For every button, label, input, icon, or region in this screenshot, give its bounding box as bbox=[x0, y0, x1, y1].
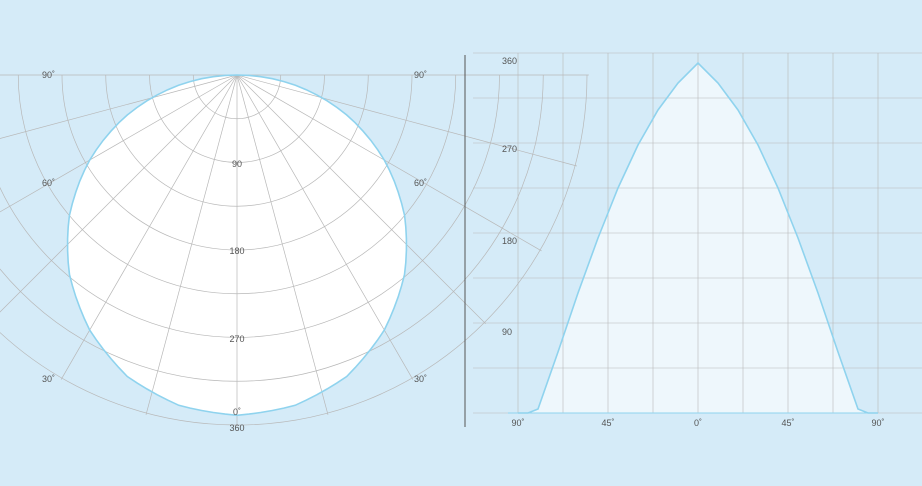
x-tick-label-0: 0˚ bbox=[694, 418, 702, 428]
polar-grid-spoke--30 bbox=[60, 74, 238, 380]
polar-grid-spoke-60 bbox=[236, 74, 542, 252]
x-tick-label-left-90: 90˚ bbox=[511, 418, 524, 428]
angle-label-left-60: 60˚ bbox=[42, 178, 55, 188]
y-tick-label-270: 270 bbox=[502, 144, 517, 154]
polar-distribution-chart: 90˚ 60˚ 30˚ 90˚ 60˚ 30˚ 0˚ 90 180 270 36… bbox=[0, 70, 589, 433]
angle-label-left-90: 90˚ bbox=[42, 70, 55, 80]
linear-intensity-curve bbox=[518, 61, 878, 414]
x-tick-label-right-45: 45˚ bbox=[781, 418, 794, 428]
polar-grid-spoke-45 bbox=[236, 74, 486, 324]
polar-grid-spoke--45 bbox=[0, 74, 238, 313]
linear-x-tick-labels: 90˚ 45˚ 0˚ 45˚ 90˚ bbox=[511, 418, 884, 428]
y-tick-label-90: 90 bbox=[502, 327, 512, 337]
polar-grid bbox=[0, 74, 589, 427]
polar-grid-spoke--75 bbox=[0, 74, 238, 139]
linear-grid bbox=[473, 52, 922, 414]
polar-grid-spoke-75 bbox=[236, 74, 577, 167]
polar-grid-spoke-30 bbox=[236, 74, 414, 380]
radial-label-180: 180 bbox=[229, 246, 244, 256]
radial-label-90: 90 bbox=[232, 159, 242, 169]
radial-label-360: 360 bbox=[229, 423, 244, 433]
x-tick-label-right-90: 90˚ bbox=[871, 418, 884, 428]
polar-grid-spoke-15 bbox=[236, 74, 329, 415]
polar-grid-spoke--60 bbox=[0, 74, 238, 213]
polar-labels: 90˚ 60˚ 30˚ 90˚ 60˚ 30˚ 0˚ 90 180 270 36… bbox=[42, 70, 427, 433]
y-tick-label-360: 360 bbox=[502, 56, 517, 66]
angle-label-right-30: 30˚ bbox=[414, 374, 427, 384]
linear-y-tick-labels: 360 270 180 90 bbox=[502, 56, 517, 337]
y-tick-label-180: 180 bbox=[502, 236, 517, 246]
x-tick-label-left-45: 45˚ bbox=[601, 418, 614, 428]
radial-label-270: 270 bbox=[229, 334, 244, 344]
angle-label-left-30: 30˚ bbox=[42, 374, 55, 384]
angle-label-right-90: 90˚ bbox=[414, 70, 427, 80]
polar-grid-spoke--15 bbox=[145, 74, 238, 415]
angle-label-bottom-0: 0˚ bbox=[233, 407, 241, 417]
linear-distribution-chart: 360 270 180 90 90˚ 45˚ 0˚ 45˚ 90˚ bbox=[473, 52, 922, 428]
angle-label-right-60: 60˚ bbox=[414, 178, 427, 188]
polar-intensity-curve bbox=[66, 74, 408, 417]
